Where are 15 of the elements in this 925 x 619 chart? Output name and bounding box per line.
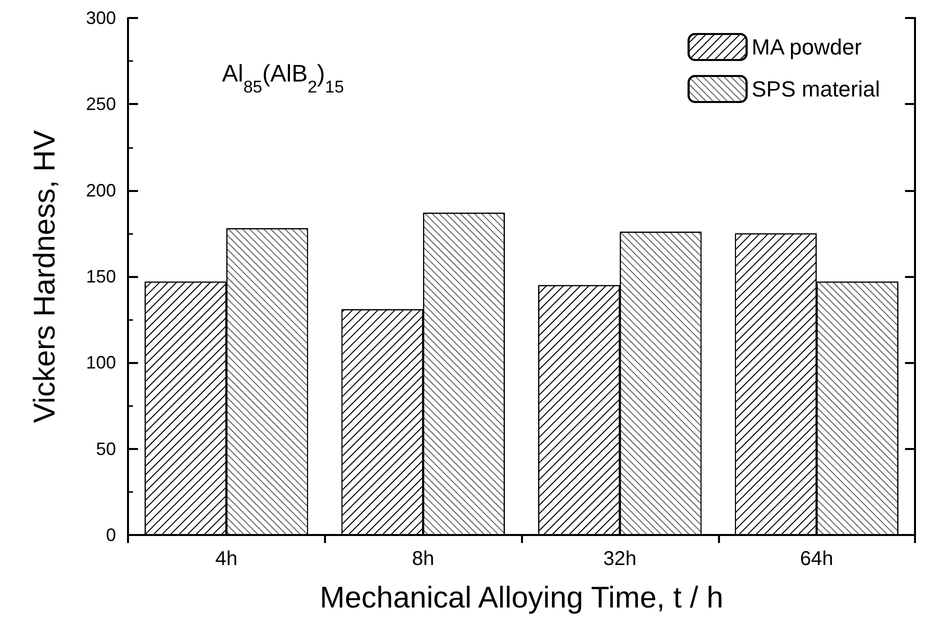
y-tick-label: 100 <box>86 352 116 373</box>
x-tick-label: 32h <box>603 548 637 570</box>
y-axis-title: Vickers Hardness, HV <box>28 130 62 423</box>
x-tick-label: 8h <box>412 548 434 570</box>
y-tick-label: 50 <box>96 438 116 459</box>
x-tick-label: 4h <box>215 548 238 570</box>
y-tick-label: 200 <box>86 180 116 200</box>
x-axis-title: Mechanical Alloying Time, t / h <box>320 582 724 614</box>
y-tick-label: 300 <box>86 8 116 28</box>
x-tick-label: 64h <box>800 548 834 570</box>
y-tick-label: 150 <box>86 266 116 286</box>
legend-label: SPS material <box>752 76 880 102</box>
y-tick-label: 250 <box>86 94 116 114</box>
legend-label: MA powder <box>752 34 862 60</box>
y-tick-label: 0 <box>106 525 116 545</box>
